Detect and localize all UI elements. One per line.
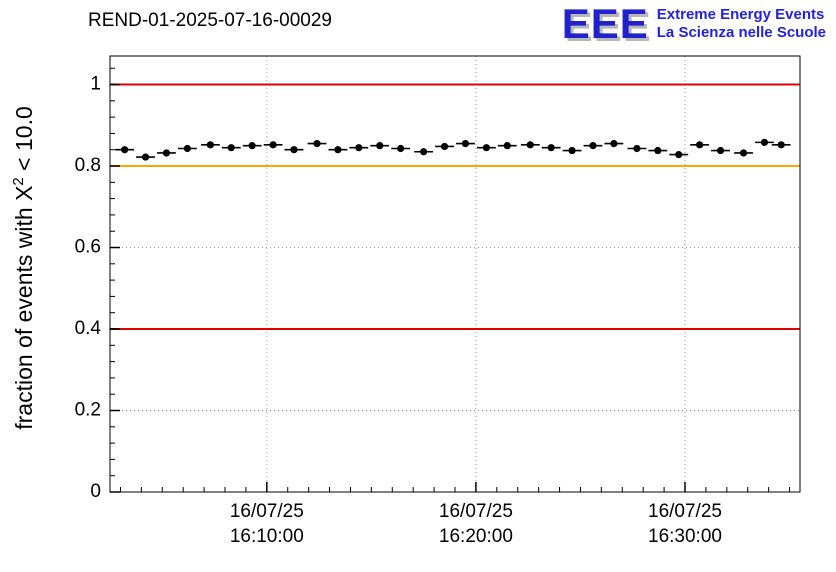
svg-text:1: 1	[90, 74, 101, 95]
svg-text:0.2: 0.2	[75, 400, 101, 421]
svg-text:16:20:00: 16:20:00	[439, 526, 513, 547]
svg-text:16/07/25: 16/07/25	[648, 501, 722, 522]
svg-text:16/07/25: 16/07/25	[439, 501, 513, 522]
svg-text:0: 0	[90, 481, 101, 502]
plot-title: REND-01-2025-07-16-00029	[88, 10, 332, 31]
svg-text:16:10:00: 16:10:00	[230, 526, 304, 547]
svg-text:16:30:00: 16:30:00	[648, 526, 722, 547]
eee-logo-line1: Extreme Energy Events	[656, 6, 825, 23]
svg-text:0.8: 0.8	[75, 155, 101, 176]
eee-logo-line2: La Scienza nelle Scuole	[656, 24, 826, 41]
eee-logo-text: Extreme Energy Events La Scienza nelle S…	[657, 4, 826, 42]
eee-logo-acronym: EEE	[561, 0, 649, 47]
svg-text:16/07/25: 16/07/25	[230, 501, 304, 522]
eee-logo: EEE Extreme Energy Events La Scienza nel…	[561, 0, 826, 47]
svg-text:0.4: 0.4	[75, 318, 102, 339]
svg-text:0.6: 0.6	[75, 237, 101, 258]
